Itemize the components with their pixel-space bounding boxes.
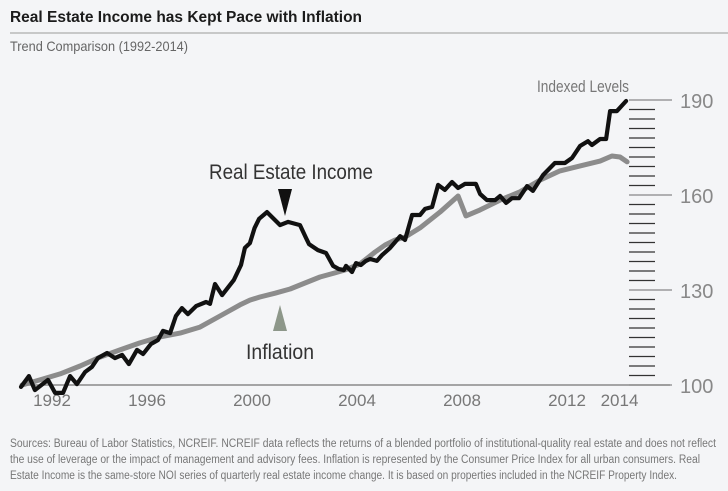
y-tick-label: 100 (680, 376, 713, 398)
chart-title: Real Estate Income has Kept Pace with In… (10, 9, 362, 26)
y-axis: 100 130 160 190 (629, 91, 713, 398)
chart-subtitle: Trend Comparison (1992-2014) (10, 38, 188, 54)
y-tick-label: 190 (680, 91, 713, 113)
x-tick-label: 2004 (338, 391, 376, 410)
x-tick-label: 2014 (601, 391, 639, 410)
inflation-marker-up-triangle-icon (273, 305, 287, 331)
footnote-line-2: the use of leverage or the impact of man… (10, 454, 700, 466)
real-estate-marker-down-triangle-icon (278, 189, 292, 216)
footnote-line-1: Sources: Bureau of Labor Statistics, NCR… (10, 438, 717, 450)
x-tick-label: 2012 (548, 391, 586, 410)
real-estate-income-label: Real Estate Income (209, 161, 373, 184)
y-tick-label: 130 (680, 281, 713, 303)
y-axis-title: Indexed Levels (537, 77, 629, 96)
x-tick-label: 2000 (233, 391, 271, 410)
x-axis: 1992 1996 2000 2004 2008 2012 2014 (33, 391, 638, 410)
x-tick-label: 2008 (443, 391, 481, 410)
y-tick-label: 160 (680, 186, 713, 208)
x-tick-label: 1996 (128, 391, 166, 410)
real-estate-income-line (18, 98, 629, 395)
inflation-line (19, 153, 630, 388)
footnote-line-3: Estate Income is the same-store NOI seri… (10, 470, 677, 482)
series-group (18, 98, 630, 395)
inflation-label: Inflation (246, 341, 314, 364)
x-tick-label: 1992 (33, 391, 71, 410)
